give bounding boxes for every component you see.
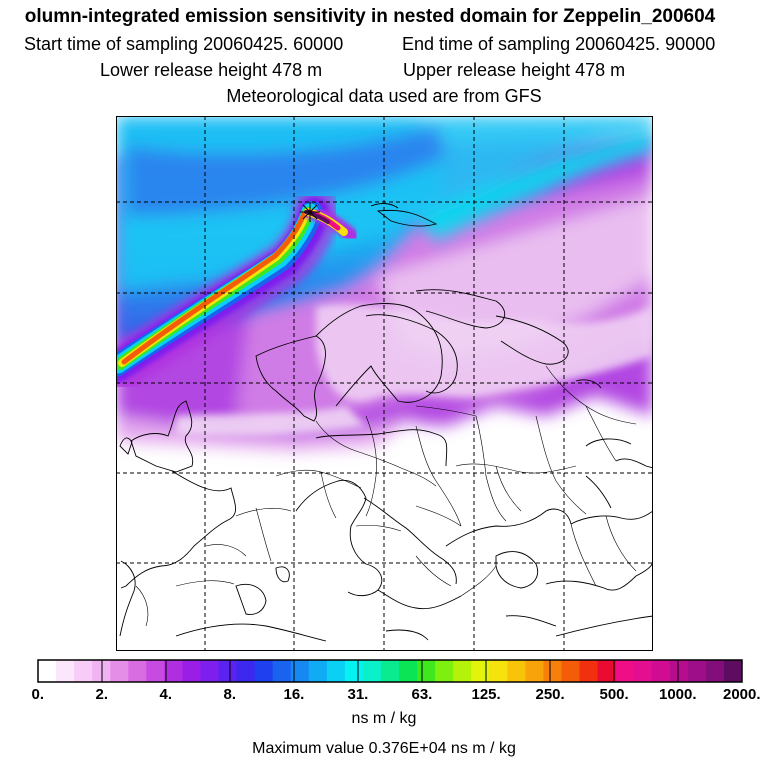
met-data-label: Meteorological data used are from GFS (226, 86, 542, 106)
colorbar-swatch (399, 660, 418, 682)
colorbar-swatch (561, 660, 581, 682)
end-sampling-label: End time of sampling 20060425. 90000 (402, 34, 716, 54)
colorbar-tick-label: 16. (283, 686, 305, 703)
colorbar-swatch (525, 660, 544, 682)
colorbar-swatch (705, 660, 725, 682)
colorbar-swatch (146, 660, 165, 682)
colorbar-swatch (182, 660, 201, 682)
colorbar-swatch (164, 660, 183, 682)
lower-release-label: Lower release height 478 m (100, 60, 323, 80)
country-borders (135, 365, 637, 627)
colorbar-tick-label: 8. (223, 686, 237, 703)
colorbar-tick-label: 4. (159, 686, 173, 703)
colorbar-swatch (218, 660, 238, 682)
colorbar-swatch (200, 660, 220, 682)
colorbar-swatch (56, 660, 75, 682)
colorbar-swatch (579, 660, 599, 682)
colorbar-tick-label: 63. (411, 686, 433, 703)
colorbar-swatch (507, 660, 526, 682)
sensitivity-map (116, 116, 653, 651)
colorbar-swatch (236, 660, 256, 682)
colorbar-swatch (344, 660, 364, 682)
colorbar-swatch (290, 660, 310, 682)
colorbar-swatch (380, 660, 400, 682)
map-title: olumn-integrated emission sensitivity in… (24, 6, 716, 27)
colorbar-swatch (308, 660, 328, 682)
colorbar-swatch (597, 660, 617, 682)
colorbar-swatch (723, 660, 743, 682)
colorbar-swatch (633, 660, 653, 682)
release-point-marker (300, 202, 320, 222)
colorbar-swatch (74, 660, 93, 682)
colorbar-swatch (543, 660, 562, 682)
colorbar-swatch (362, 660, 382, 682)
upper-release-label: Upper release height 478 m (403, 60, 626, 80)
colorbar-swatch (417, 660, 436, 682)
colorbar-swatch (92, 660, 111, 682)
colorbar-swatch (687, 660, 707, 682)
map-frame (116, 116, 653, 651)
colorbar-swatch (110, 660, 129, 682)
colorbar-swatch (38, 660, 57, 682)
colorbar-swatch (128, 660, 147, 682)
colorbar-tick-label: 125. (471, 686, 501, 703)
lat-lon-grid (116, 116, 653, 651)
colorbar-swatch (471, 660, 490, 682)
colorbar-swatch (669, 660, 689, 682)
colorbar-swatch (453, 660, 472, 682)
colorbar-swatch (435, 660, 454, 682)
coastlines (119, 203, 653, 642)
colorbar-tick-label: 0. (31, 686, 45, 703)
colorbar-swatch (615, 660, 635, 682)
colorbar-swatch (272, 660, 292, 682)
colorbar-swatch (254, 660, 274, 682)
colorbar-tick-label: 2000. (723, 686, 761, 703)
colorbar-tick-label: 2. (95, 686, 109, 703)
colorbar-tick-label: 500. (599, 686, 629, 703)
colorbar-frame (37, 659, 743, 683)
plume (116, 189, 359, 394)
colorbar-tick-label: 1000. (659, 686, 697, 703)
sensitivity-field-light (176, 303, 653, 436)
colorbar-tick-label: 31. (347, 686, 369, 703)
colorbar (37, 659, 743, 683)
colorbar-swatch (326, 660, 346, 682)
colorbar-swatch (651, 660, 671, 682)
colorbar-tick-label: 250. (535, 686, 565, 703)
colorbar-swatch (489, 660, 508, 682)
colorbar-units: ns m / kg (351, 710, 417, 727)
max-value-label: Maximum value 0.376E+04 ns m / kg (252, 740, 516, 757)
start-sampling-label: Start time of sampling 20060425. 60000 (24, 34, 344, 54)
